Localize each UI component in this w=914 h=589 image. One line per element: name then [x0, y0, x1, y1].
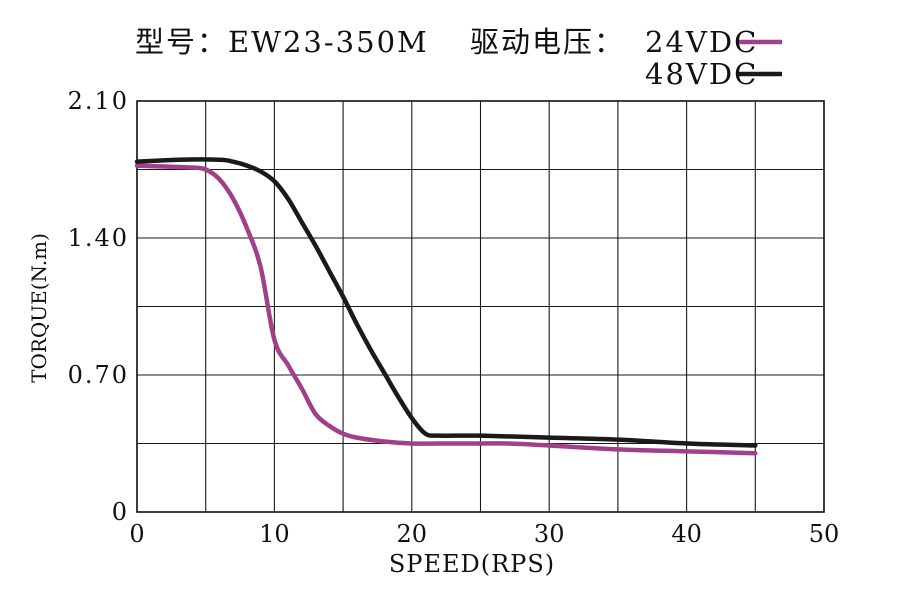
y-tick-label: 0.70: [68, 361, 129, 389]
series-line-24vdc: [134, 163, 758, 456]
x-tick-label: 10: [259, 520, 290, 548]
y-axis-label: TORQUE(N.m): [27, 233, 51, 383]
x-tick-label: 0: [129, 520, 144, 548]
x-tick-label: 20: [397, 520, 428, 548]
y-tick-label: 1.40: [68, 224, 129, 252]
y-tick-label: 2.10: [68, 87, 129, 115]
series-line-48vdc: [134, 157, 758, 448]
legend-label: 48VDC: [645, 57, 758, 91]
x-tick-label: 30: [534, 520, 565, 548]
y-tick-label: 0: [112, 498, 129, 526]
x-axis-label: SPEED(RPS): [389, 550, 555, 578]
plot-frame: [136, 100, 825, 513]
x-tick-label: 50: [809, 520, 840, 548]
axis-labels-layer: 0 10 20 30 40 50 0 0.70 1.40 2.10: [68, 87, 840, 548]
legend-title: 驱动电压：: [470, 25, 625, 59]
chart-title: 型号：EW23-350M: [135, 25, 429, 59]
series-layer: [134, 157, 758, 456]
legend-label: 24VDC: [645, 25, 758, 59]
x-tick-label: 40: [671, 520, 702, 548]
